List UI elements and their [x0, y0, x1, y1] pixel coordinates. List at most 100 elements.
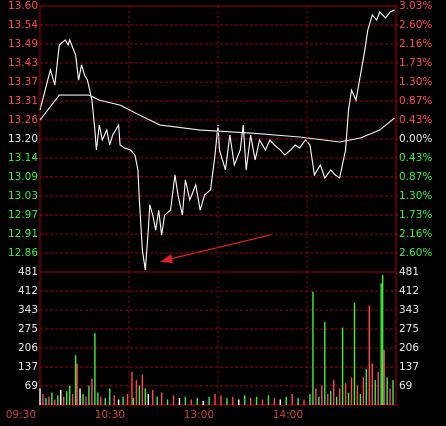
volume-bar — [350, 377, 353, 405]
y2-tick-label: 481 — [399, 266, 419, 278]
y-tick-label: 13.37 — [8, 76, 38, 88]
y2-tick-label: 1.73% — [399, 209, 432, 221]
chart-layer: 13.60 13.54 13.49 13.43 13.37 13.31 13.26 13.20… — [6, 0, 433, 421]
y-tick-label: 13.14 — [8, 152, 38, 164]
volume-bar — [126, 393, 129, 405]
volume-bar — [374, 380, 376, 405]
volume-bar — [76, 363, 78, 405]
y-tick-label: 206 — [18, 342, 38, 354]
y2-tick-label: 206 — [399, 342, 419, 354]
annotation-arrow — [169, 234, 271, 260]
volume-bar — [60, 389, 62, 405]
volume-bar — [135, 380, 138, 405]
volume-bar — [68, 385, 71, 405]
y-tick-label: 69 — [25, 380, 38, 392]
y-tick-label: 12.97 — [8, 209, 38, 221]
volume-bar — [371, 363, 373, 405]
y-tick-label: 343 — [18, 304, 38, 316]
volume-bar — [244, 395, 246, 405]
volume-bar — [152, 389, 154, 405]
x-tick-label: 09:30 — [6, 409, 36, 421]
volume-bar — [273, 398, 276, 405]
volume-bar — [132, 398, 135, 405]
y-tick-label: 13.60 — [8, 0, 38, 12]
volume-bar — [359, 393, 362, 405]
volume-bar — [79, 388, 81, 405]
volume-bar — [249, 398, 252, 405]
volume-bar — [147, 393, 149, 405]
y-tick-label: 412 — [18, 285, 38, 297]
y-tick-label: 137 — [18, 361, 38, 373]
volume-bar — [279, 399, 281, 405]
x-tick-label: 10:30 — [95, 409, 125, 421]
y2-tick-label: 0.43% — [399, 152, 432, 164]
volume-bar — [353, 302, 356, 405]
volume-bar — [156, 396, 158, 405]
price-line — [39, 9, 395, 271]
y2-tick-label: 1.73% — [399, 57, 432, 69]
volume-bar — [109, 388, 111, 405]
volume-bar — [226, 398, 228, 405]
volume-bar — [327, 393, 329, 405]
y2-tick-label: 2.16% — [399, 228, 432, 240]
volume-bar — [335, 396, 338, 405]
volume-bar — [196, 398, 198, 405]
y2-tick-label: 0.43% — [399, 114, 432, 126]
volume-bar — [344, 382, 347, 405]
volume-bar — [94, 333, 96, 405]
volume-bar — [338, 388, 341, 405]
volume-bar — [297, 398, 299, 405]
volume-bar — [238, 399, 240, 405]
volume-bar — [321, 385, 323, 405]
volume-bar — [315, 388, 317, 405]
volume-bar — [91, 378, 93, 405]
volume-bar — [85, 396, 87, 405]
volume-bar — [365, 369, 368, 405]
volume-bar — [178, 398, 181, 405]
x-tick-label: 14:00 — [273, 409, 303, 421]
volume-bar — [392, 380, 394, 405]
volume-bar — [144, 388, 147, 405]
volume-bar — [166, 399, 169, 405]
volume-bar — [255, 396, 258, 405]
volume-bar — [318, 396, 320, 405]
volume-bar — [389, 388, 391, 405]
volume-bar — [141, 374, 144, 405]
volume-bar — [380, 283, 382, 405]
volume-bar — [190, 399, 192, 405]
volume-bar — [172, 395, 175, 405]
volume-bar — [267, 395, 270, 405]
volume-bar — [74, 355, 77, 405]
volume-bar — [312, 291, 314, 405]
volume-bar — [71, 393, 74, 405]
volume-bar — [104, 398, 106, 405]
y2-tick-label: 412 — [399, 285, 419, 297]
volume-bar — [45, 398, 47, 405]
price-line — [39, 94, 395, 143]
volume-bar — [184, 396, 187, 405]
volume-bar — [381, 275, 384, 405]
y-tick-label: 275 — [18, 323, 38, 335]
y2-tick-label: 0.87% — [399, 95, 432, 107]
volume-bar — [347, 392, 350, 405]
volume-bar — [122, 396, 124, 405]
y-tick-label: 13.31 — [8, 95, 38, 107]
y-tick-label: 13.49 — [8, 38, 38, 50]
volume-bar — [54, 399, 56, 405]
x-tick-label: 13:00 — [184, 409, 214, 421]
y2-tick-label: 3.03% — [399, 0, 432, 12]
y2-tick-label: 1.30% — [399, 190, 432, 202]
volume-bar — [324, 322, 326, 405]
y2-tick-label: 2.60% — [399, 247, 432, 259]
volume-bar — [63, 396, 65, 405]
y2-tick-label: 69 — [399, 380, 412, 392]
volume-bar — [48, 396, 50, 405]
volume-bar — [82, 393, 84, 405]
volume-bar — [383, 349, 385, 405]
volume-bar — [330, 391, 332, 405]
volume-bar — [333, 380, 335, 405]
y2-tick-label: 1.30% — [399, 76, 432, 88]
volume-bar — [160, 392, 163, 405]
